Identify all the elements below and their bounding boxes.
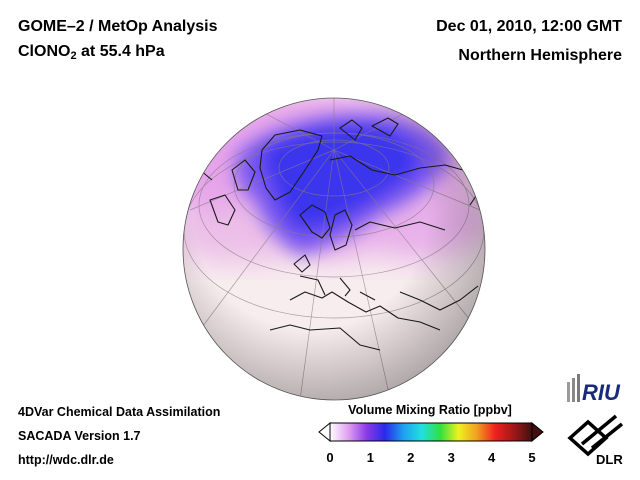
species-level-label: ClONO2 at 55.4 hPa bbox=[18, 42, 165, 62]
riu-logo: RIU bbox=[567, 374, 621, 405]
region-label: Northern Hemisphere bbox=[458, 47, 622, 64]
footer-line-2: SACADA Version 1.7 bbox=[18, 429, 141, 443]
colorbar-tick-label: 0 bbox=[326, 450, 334, 465]
footer-url[interactable]: http://wdc.dlr.de bbox=[18, 453, 114, 467]
dlr-logo: DLR bbox=[567, 414, 623, 467]
dlr-logo-text: DLR bbox=[596, 452, 623, 467]
product-title: GOME–2 / MetOp Analysis bbox=[18, 18, 218, 35]
globe-outline bbox=[182, 97, 486, 401]
species-name: ClONO bbox=[18, 43, 71, 60]
colorbar-over-arrow bbox=[531, 421, 544, 443]
riu-logo-text: RIU bbox=[582, 380, 621, 405]
colorbar-body bbox=[329, 422, 533, 442]
colorbar bbox=[318, 421, 544, 443]
pressure-level: at 55.4 hPa bbox=[76, 43, 165, 60]
datetime-label: Dec 01, 2010, 12:00 GMT bbox=[436, 18, 622, 35]
footer-line-1: 4DVar Chemical Data Assimilation bbox=[18, 405, 221, 419]
globe-surface bbox=[183, 98, 485, 400]
colorbar-under-arrow bbox=[318, 421, 331, 443]
species-subscript: 2 bbox=[70, 50, 77, 62]
colorbar-tick-label: 5 bbox=[528, 450, 536, 465]
colorbar-tick-label: 2 bbox=[407, 450, 415, 465]
globe-shading bbox=[183, 98, 485, 400]
colorbar-title: Volume Mixing Ratio [ppbv] bbox=[348, 403, 512, 417]
colorbar-tick-label: 1 bbox=[366, 450, 374, 465]
colorbar-tick-label: 3 bbox=[447, 450, 455, 465]
colorbar-tick-label: 4 bbox=[487, 450, 496, 465]
